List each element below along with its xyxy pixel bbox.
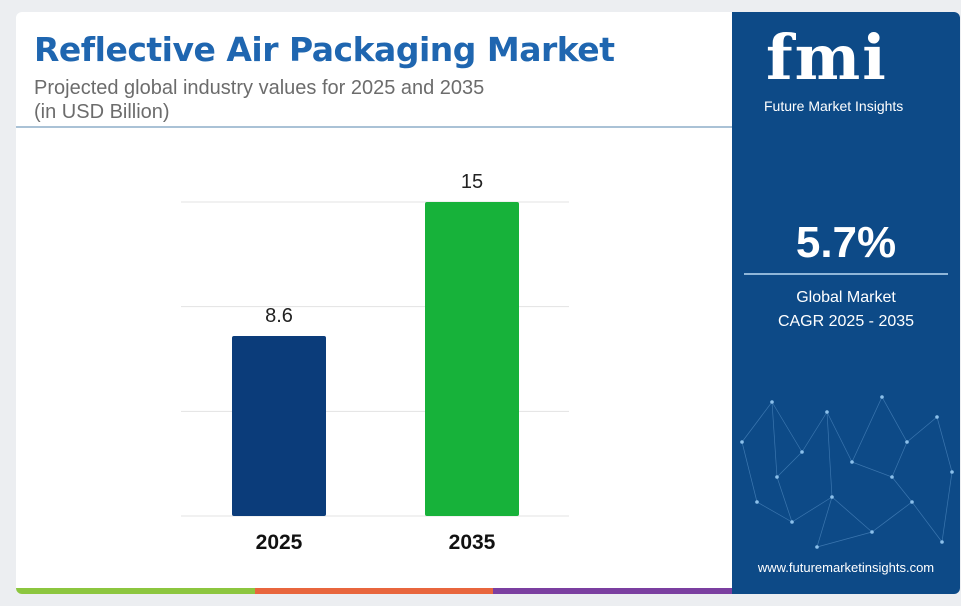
network-line	[906, 416, 938, 443]
network-node	[770, 400, 774, 404]
footer-color-segment	[254, 588, 494, 594]
network-line	[771, 401, 778, 478]
footer-color-segment	[493, 588, 733, 594]
data-label-2025: 8.6	[265, 305, 293, 327]
network-node	[850, 460, 854, 464]
website-url: www.futuremarketinsights.com	[757, 560, 935, 575]
footer-color-segment	[16, 588, 255, 594]
fmi-logo: fmi	[766, 21, 888, 94]
bar-2025	[232, 335, 326, 516]
network-line	[851, 461, 893, 478]
network-line	[941, 471, 953, 543]
network-decoration	[740, 395, 954, 549]
network-line	[741, 401, 773, 443]
network-line	[816, 496, 833, 548]
brand-sidebar: fmi Future Market Insights 5.7% Global M…	[732, 12, 960, 594]
bar-2035	[425, 202, 519, 516]
cagr-value: 5.7%	[795, 218, 897, 267]
x-tick-label-2025: 2025	[256, 531, 303, 554]
network-line	[881, 396, 908, 443]
cagr-label-line-2: CAGR 2025 - 2035	[777, 313, 915, 330]
x-tick-label-2035: 2035	[449, 531, 496, 554]
network-line	[826, 411, 833, 498]
network-node	[775, 475, 779, 479]
network-node	[815, 545, 819, 549]
footer-color-bar	[16, 588, 733, 594]
network-node	[950, 470, 954, 474]
page-title: Reflective Air Packaging Market	[34, 30, 615, 69]
network-node	[870, 530, 874, 534]
page-subtitle: Projected global industry values for 202…	[34, 76, 634, 124]
network-line	[826, 411, 853, 463]
data-label-2035: 15	[461, 171, 483, 193]
network-node	[790, 520, 794, 524]
network-line	[936, 416, 953, 473]
network-line	[911, 501, 943, 543]
network-node	[800, 450, 804, 454]
network-line	[871, 501, 913, 533]
cagr-divider	[744, 273, 948, 275]
header-divider	[16, 126, 732, 128]
network-line	[776, 476, 793, 523]
network-line	[891, 441, 908, 478]
subtitle-line-2: (in USD Billion)	[34, 101, 170, 123]
bar-chart: 8.6 2025 15 2035	[181, 171, 569, 554]
network-node	[905, 440, 909, 444]
cagr-label-line-1: Global Market	[796, 289, 896, 306]
cagr-label: Global Market CAGR 2025 - 2035	[732, 286, 960, 334]
network-line	[851, 396, 883, 463]
network-node	[935, 415, 939, 419]
network-node	[880, 395, 884, 399]
network-line	[771, 401, 803, 453]
brand-name: Future Market Insights	[764, 98, 904, 114]
network-line	[891, 476, 913, 503]
network-node	[890, 475, 894, 479]
subtitle-line-1: Projected global industry values for 202…	[34, 77, 485, 99]
network-node	[740, 440, 744, 444]
network-node	[830, 495, 834, 499]
network-line	[801, 411, 828, 453]
network-line	[776, 451, 803, 478]
network-node	[910, 500, 914, 504]
network-line	[831, 496, 873, 533]
network-node	[755, 500, 759, 504]
network-line	[816, 531, 873, 548]
network-node	[940, 540, 944, 544]
network-line	[791, 496, 833, 523]
network-node	[825, 410, 829, 414]
report-card: Reflective Air Packaging Market Projecte…	[16, 12, 960, 594]
network-line	[756, 501, 793, 523]
network-line	[741, 441, 758, 503]
